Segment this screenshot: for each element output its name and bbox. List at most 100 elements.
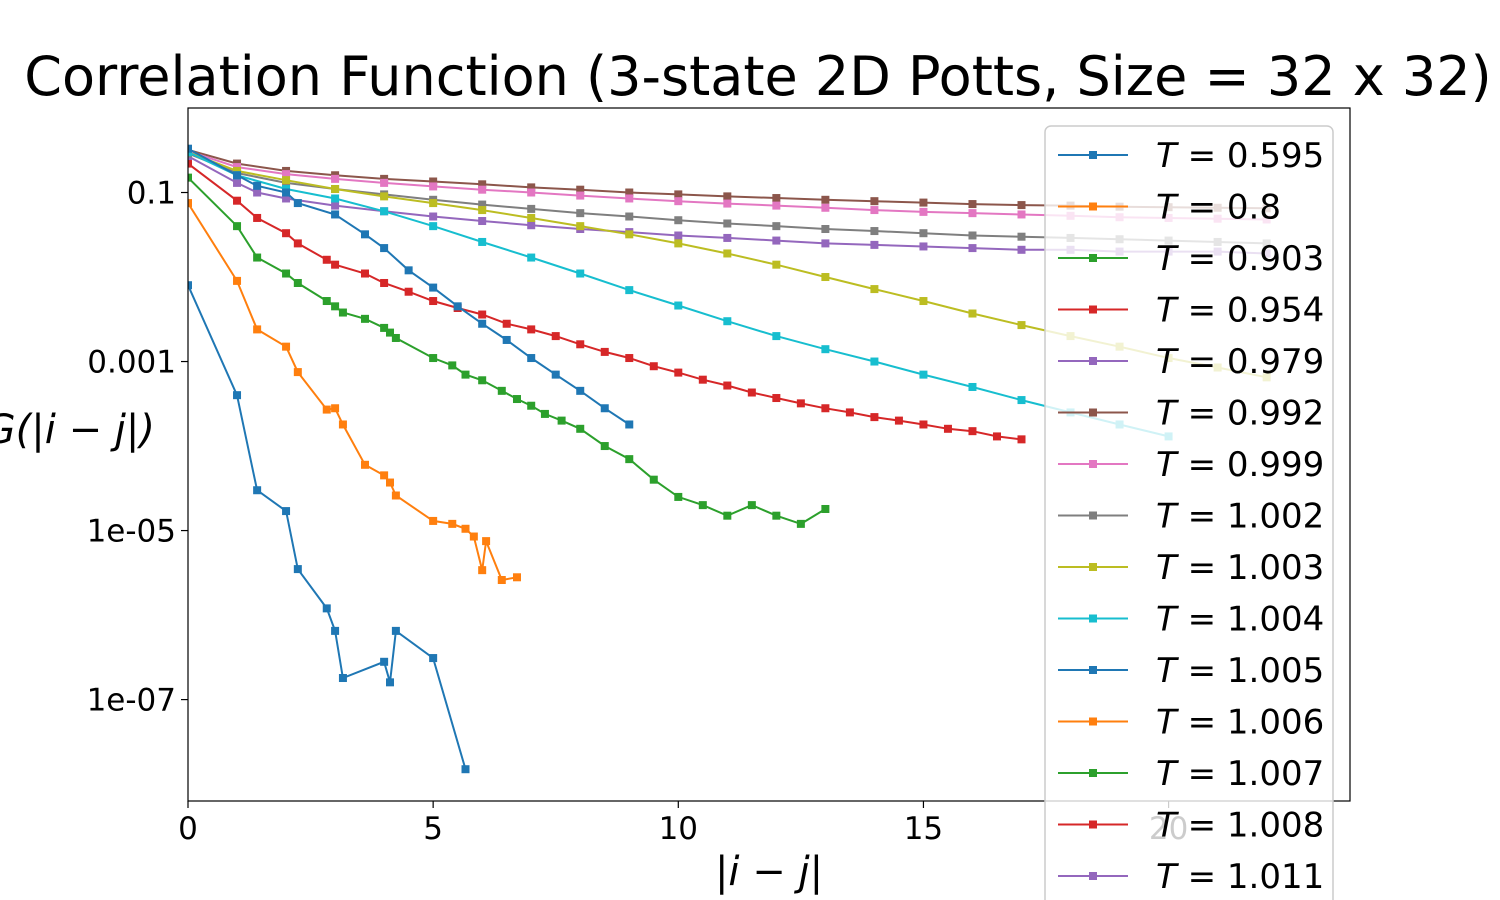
legend-label: T = 1.004 — [1156, 600, 1324, 640]
legend-entry: T = 0.999 — [1058, 445, 1324, 485]
data-point — [551, 370, 560, 379]
data-point — [992, 432, 1001, 441]
legend-entry: T = 1.004 — [1058, 600, 1324, 640]
legend-entry: T = 0.954 — [1058, 291, 1324, 331]
data-point — [253, 213, 262, 222]
data-point — [821, 225, 830, 234]
data-point — [870, 240, 879, 249]
data-point — [338, 420, 347, 429]
legend-entry: T = 0.8 — [1058, 188, 1281, 228]
data-point — [188, 199, 192, 208]
data-point — [576, 269, 585, 278]
legend-entry: T = 0.903 — [1058, 239, 1324, 279]
data-point — [322, 604, 331, 613]
data-point — [282, 188, 291, 197]
legend-label: T = 0.903 — [1156, 239, 1324, 279]
legend-entry: T = 1.008 — [1058, 806, 1324, 846]
legend-label: T = 1.007 — [1156, 754, 1324, 794]
data-point — [821, 195, 830, 204]
chart-title: Correlation Function (3-state 2D Potts, … — [24, 45, 1491, 108]
data-point — [821, 504, 830, 513]
data-point — [527, 253, 536, 262]
data-point — [404, 266, 413, 275]
data-point — [625, 455, 634, 464]
data-point — [625, 212, 634, 221]
data-point — [625, 194, 634, 203]
data-point — [723, 219, 732, 228]
data-point — [512, 395, 521, 404]
data-point — [625, 354, 634, 363]
data-point — [282, 194, 291, 203]
data-point — [772, 260, 781, 269]
data-point — [674, 216, 683, 225]
data-point — [576, 424, 585, 433]
legend-marker — [1089, 408, 1097, 417]
data-point — [453, 302, 462, 311]
data-point — [698, 501, 707, 510]
data-point — [968, 209, 977, 218]
data-point — [478, 180, 487, 189]
legend-label: T = 1.008 — [1156, 806, 1324, 846]
series-0 — [188, 281, 470, 774]
data-point — [1017, 321, 1026, 330]
data-point — [448, 519, 457, 528]
data-point — [380, 174, 389, 183]
data-point — [968, 231, 977, 240]
data-point — [360, 230, 369, 239]
data-point — [429, 297, 438, 306]
x-tick-label: 0 — [178, 811, 198, 847]
legend-entry: T = 0.595 — [1058, 136, 1324, 176]
y-tick-label: 1e-05 — [87, 514, 176, 550]
data-point — [386, 678, 395, 687]
data-point — [253, 188, 262, 197]
y-tick-label: 0.1 — [127, 176, 176, 212]
data-point — [293, 239, 302, 248]
data-point — [576, 209, 585, 218]
legend-marker — [1089, 254, 1097, 262]
data-point — [796, 399, 805, 408]
data-point — [360, 460, 369, 469]
legend: T = 0.595 T = 0.8 T = 0.903 T = 0.954 T = 0.… — [1044, 125, 1334, 900]
data-point — [429, 222, 438, 231]
data-point — [674, 301, 683, 310]
data-point — [391, 333, 400, 342]
data-point — [391, 491, 400, 500]
data-point — [1017, 201, 1026, 210]
data-point — [478, 319, 487, 328]
data-point — [233, 222, 242, 231]
data-point — [282, 269, 291, 278]
data-point — [968, 427, 977, 436]
data-point — [894, 416, 903, 425]
legend-entry: T = 1.002 — [1058, 497, 1324, 537]
legend-entry: T = 1.006 — [1058, 703, 1324, 743]
data-point — [478, 310, 487, 319]
x-tick-label: 10 — [659, 811, 698, 847]
data-point — [772, 332, 781, 341]
data-point — [723, 192, 732, 201]
data-point — [576, 222, 585, 231]
legend-label: T = 1.002 — [1156, 497, 1324, 537]
data-point — [331, 201, 340, 210]
data-point — [821, 239, 830, 248]
data-point — [870, 227, 879, 236]
data-point — [527, 204, 536, 213]
legend-marker — [1089, 717, 1097, 726]
series-10 — [188, 144, 634, 429]
data-point — [540, 409, 549, 418]
data-point — [461, 765, 470, 774]
data-point — [723, 233, 732, 242]
data-point — [747, 501, 756, 510]
data-point — [674, 197, 683, 206]
data-point — [188, 281, 192, 290]
x-axis-label: |i − j| — [715, 849, 823, 895]
data-point — [821, 404, 830, 413]
series-1 — [188, 199, 521, 585]
data-point — [870, 413, 879, 422]
data-point — [625, 286, 634, 295]
legend-label: T = 0.8 — [1156, 188, 1281, 228]
data-point — [527, 401, 536, 410]
data-point — [282, 170, 291, 179]
series-line — [188, 147, 630, 426]
data-point — [625, 230, 634, 239]
data-point — [386, 478, 395, 487]
